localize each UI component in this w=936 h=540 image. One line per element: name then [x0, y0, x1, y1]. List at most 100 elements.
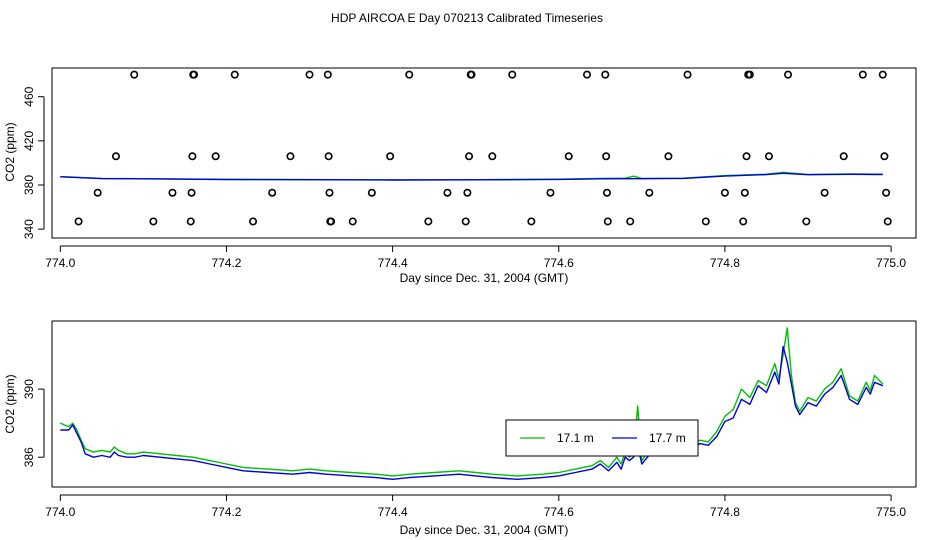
top-calibration-point: [564, 152, 573, 161]
top-x-axis: 774.0 774.2 774.4 774.6 774.8 775.0: [45, 245, 906, 270]
top-plot-area: [60, 70, 892, 226]
chart-title: HDP AIRCOA E Day 070213 Calibrated Times…: [331, 11, 603, 25]
top-calibration-point: [527, 217, 536, 226]
top-calibration-point: [323, 70, 332, 79]
top-calibration-point: [664, 152, 673, 161]
legend-box: [505, 419, 699, 457]
legend-label-17-7m: 17.7 m: [649, 431, 686, 445]
top-calibration-point: [683, 70, 692, 79]
top-calibration-point: [739, 217, 748, 226]
top-calibration-point: [386, 152, 395, 161]
bottom-panel: 774.0 774.2 774.4 774.6 774.8 775.0 386 390 Da…: [3, 320, 917, 537]
top-calibration-point: [324, 152, 333, 161]
top-calibration-point: [93, 188, 102, 197]
top-calibration-point: [603, 217, 612, 226]
legend: 17.1 m 17.7 m: [505, 419, 699, 457]
top-calibration-point: [701, 217, 710, 226]
top-calibration-point: [745, 70, 754, 79]
top-x-tick-label: 774.8: [710, 256, 740, 270]
top-calibration-point: [602, 152, 611, 161]
top-y-tick-label: 420: [22, 131, 36, 151]
top-calibration-point: [602, 188, 611, 197]
top-calibration-point: [188, 152, 197, 161]
top-calibration-point: [130, 70, 139, 79]
top-calibration-point: [74, 217, 83, 226]
top-x-tick-label: 774.0: [45, 256, 75, 270]
top-calibration-point: [424, 217, 433, 226]
bottom-x-tick-label: 774.4: [378, 505, 408, 519]
top-calibration-point: [187, 188, 196, 197]
top-calibration-point: [882, 188, 891, 197]
top-calibration-point: [367, 188, 376, 197]
top-calibration-point: [583, 70, 592, 79]
top-y-tick-label: 340: [22, 219, 36, 239]
top-calibration-point: [249, 217, 258, 226]
top-calibration-point: [546, 188, 555, 197]
top-calibration-point: [740, 188, 749, 197]
top-calibration-point: [601, 70, 610, 79]
bottom-x-tick-label: 775.0: [876, 505, 906, 519]
top-calibration-point: [764, 152, 773, 161]
top-calibration-point: [405, 70, 414, 79]
top-calibration-point: [820, 188, 829, 197]
top-calibration-point: [327, 217, 336, 226]
top-calibration-point: [742, 152, 751, 161]
top-calibration-point: [230, 70, 239, 79]
top-calibration-point: [488, 152, 497, 161]
bottom-x-tick-label: 774.6: [544, 505, 574, 519]
top-calibration-point: [883, 217, 892, 226]
top-calibration-point: [443, 188, 452, 197]
bottom-x-tick-label: 774.0: [45, 505, 75, 519]
bottom-x-axis: 774.0 774.2 774.4 774.6 774.8 775.0: [45, 494, 906, 519]
top-calibration-point: [305, 70, 314, 79]
bottom-y-tick-label: 390: [22, 379, 36, 399]
top-calibration-point: [463, 188, 472, 197]
bottom-plot-frame: [51, 320, 917, 488]
bottom-x-tick-label: 774.2: [211, 505, 241, 519]
bottom-y-axis-label: CO2 (ppm): [3, 374, 17, 433]
bottom-x-tick-label: 774.8: [710, 505, 740, 519]
top-series-line-17-7-m: [60, 172, 883, 181]
top-calibration-point: [626, 217, 635, 226]
top-calibration-point: [168, 188, 177, 197]
top-calibration-point: [149, 217, 158, 226]
top-calibration-point: [720, 188, 729, 197]
legend-label-17-1m: 17.1 m: [557, 431, 594, 445]
top-calibration-point: [878, 70, 887, 79]
top-calibration-point: [190, 70, 199, 79]
bottom-series-line-17-1-m: [60, 327, 884, 477]
top-x-axis-label: Day since Dec. 31, 2004 (GMT): [400, 271, 569, 285]
top-calibration-point: [880, 152, 889, 161]
top-y-axis-label: CO2 (ppm): [3, 122, 17, 181]
top-calibration-point: [784, 70, 793, 79]
top-x-tick-label: 774.2: [211, 256, 241, 270]
top-y-axis: 340 380 420 460: [22, 86, 45, 239]
top-calibration-point: [645, 188, 654, 197]
top-calibration-point: [465, 152, 474, 161]
top-calibration-point: [268, 188, 277, 197]
top-calibration-point: [286, 152, 295, 161]
top-calibration-point: [211, 152, 220, 161]
top-calibration-point: [348, 217, 357, 226]
top-x-tick-label: 774.4: [378, 256, 408, 270]
bottom-y-tick-label: 386: [22, 447, 36, 467]
top-y-tick-label: 380: [22, 175, 36, 195]
top-plot-frame: [51, 67, 917, 239]
top-calibration-point: [461, 217, 470, 226]
top-calibration-point: [467, 70, 476, 79]
top-y-tick-label: 460: [22, 86, 36, 106]
bottom-x-axis-label: Day since Dec. 31, 2004 (GMT): [400, 523, 569, 537]
bottom-series-line-17-7-m: [60, 345, 884, 480]
top-panel: 774.0 774.2 774.4 774.6 774.8 775.0 340 380 420…: [3, 67, 917, 285]
top-calibration-point: [858, 70, 867, 79]
top-calibration-point: [802, 217, 811, 226]
top-x-tick-label: 775.0: [876, 256, 906, 270]
top-calibration-point: [508, 70, 517, 79]
top-calibration-point: [325, 188, 334, 197]
top-calibration-point: [111, 152, 120, 161]
top-x-tick-label: 774.6: [544, 256, 574, 270]
top-calibration-point: [839, 152, 848, 161]
bottom-y-axis: 386 390: [22, 379, 45, 467]
top-calibration-point: [186, 217, 195, 226]
